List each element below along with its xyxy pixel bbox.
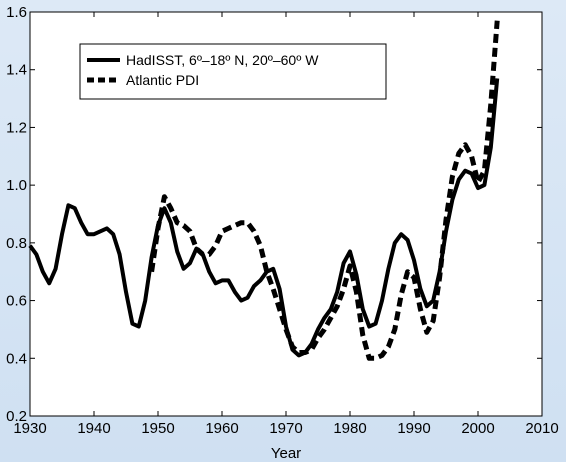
x-tick-label: 1990 [397, 420, 430, 437]
y-tick-label: 1.0 [6, 177, 27, 194]
x-tick-label: 1930 [13, 420, 46, 437]
legend-label-pdi: Atlantic PDI [126, 72, 199, 88]
legend-label-hadisst: HadISST, 6º–18º N, 20º–60º W [126, 52, 319, 68]
y-tick-label: 1.2 [6, 119, 27, 136]
y-tick-label: 0.8 [6, 235, 27, 252]
y-tick-label: 1.6 [6, 4, 27, 21]
y-tick-label: 0.6 [6, 293, 27, 310]
x-tick-label: 2000 [461, 420, 494, 437]
x-tick-label: 2010 [525, 420, 558, 437]
legend: HadISST, 6º–18º N, 20º–60º W Atlantic PD… [79, 43, 387, 100]
x-axis-title: Year [271, 445, 301, 462]
x-tick-label: 1940 [77, 420, 110, 437]
x-tick-label: 1980 [333, 420, 366, 437]
y-tick-label: 1.4 [6, 62, 27, 79]
series-line-hadisst [28, 78, 500, 358]
x-tick-label: 1970 [269, 420, 302, 437]
x-tick-label: 1950 [141, 420, 174, 437]
series-layer [28, 20, 500, 361]
y-tick-label: 0.2 [6, 408, 27, 425]
x-tick-label: 1960 [205, 420, 238, 437]
tick-layer: 1930 1940 1950 1960 1970 1980 1990 2000 2010 0.2 0… [6, 4, 559, 437]
y-tick-label: 0.4 [6, 350, 27, 367]
legend-box [79, 43, 387, 100]
series-line-atlantic-pdi [149, 20, 500, 361]
